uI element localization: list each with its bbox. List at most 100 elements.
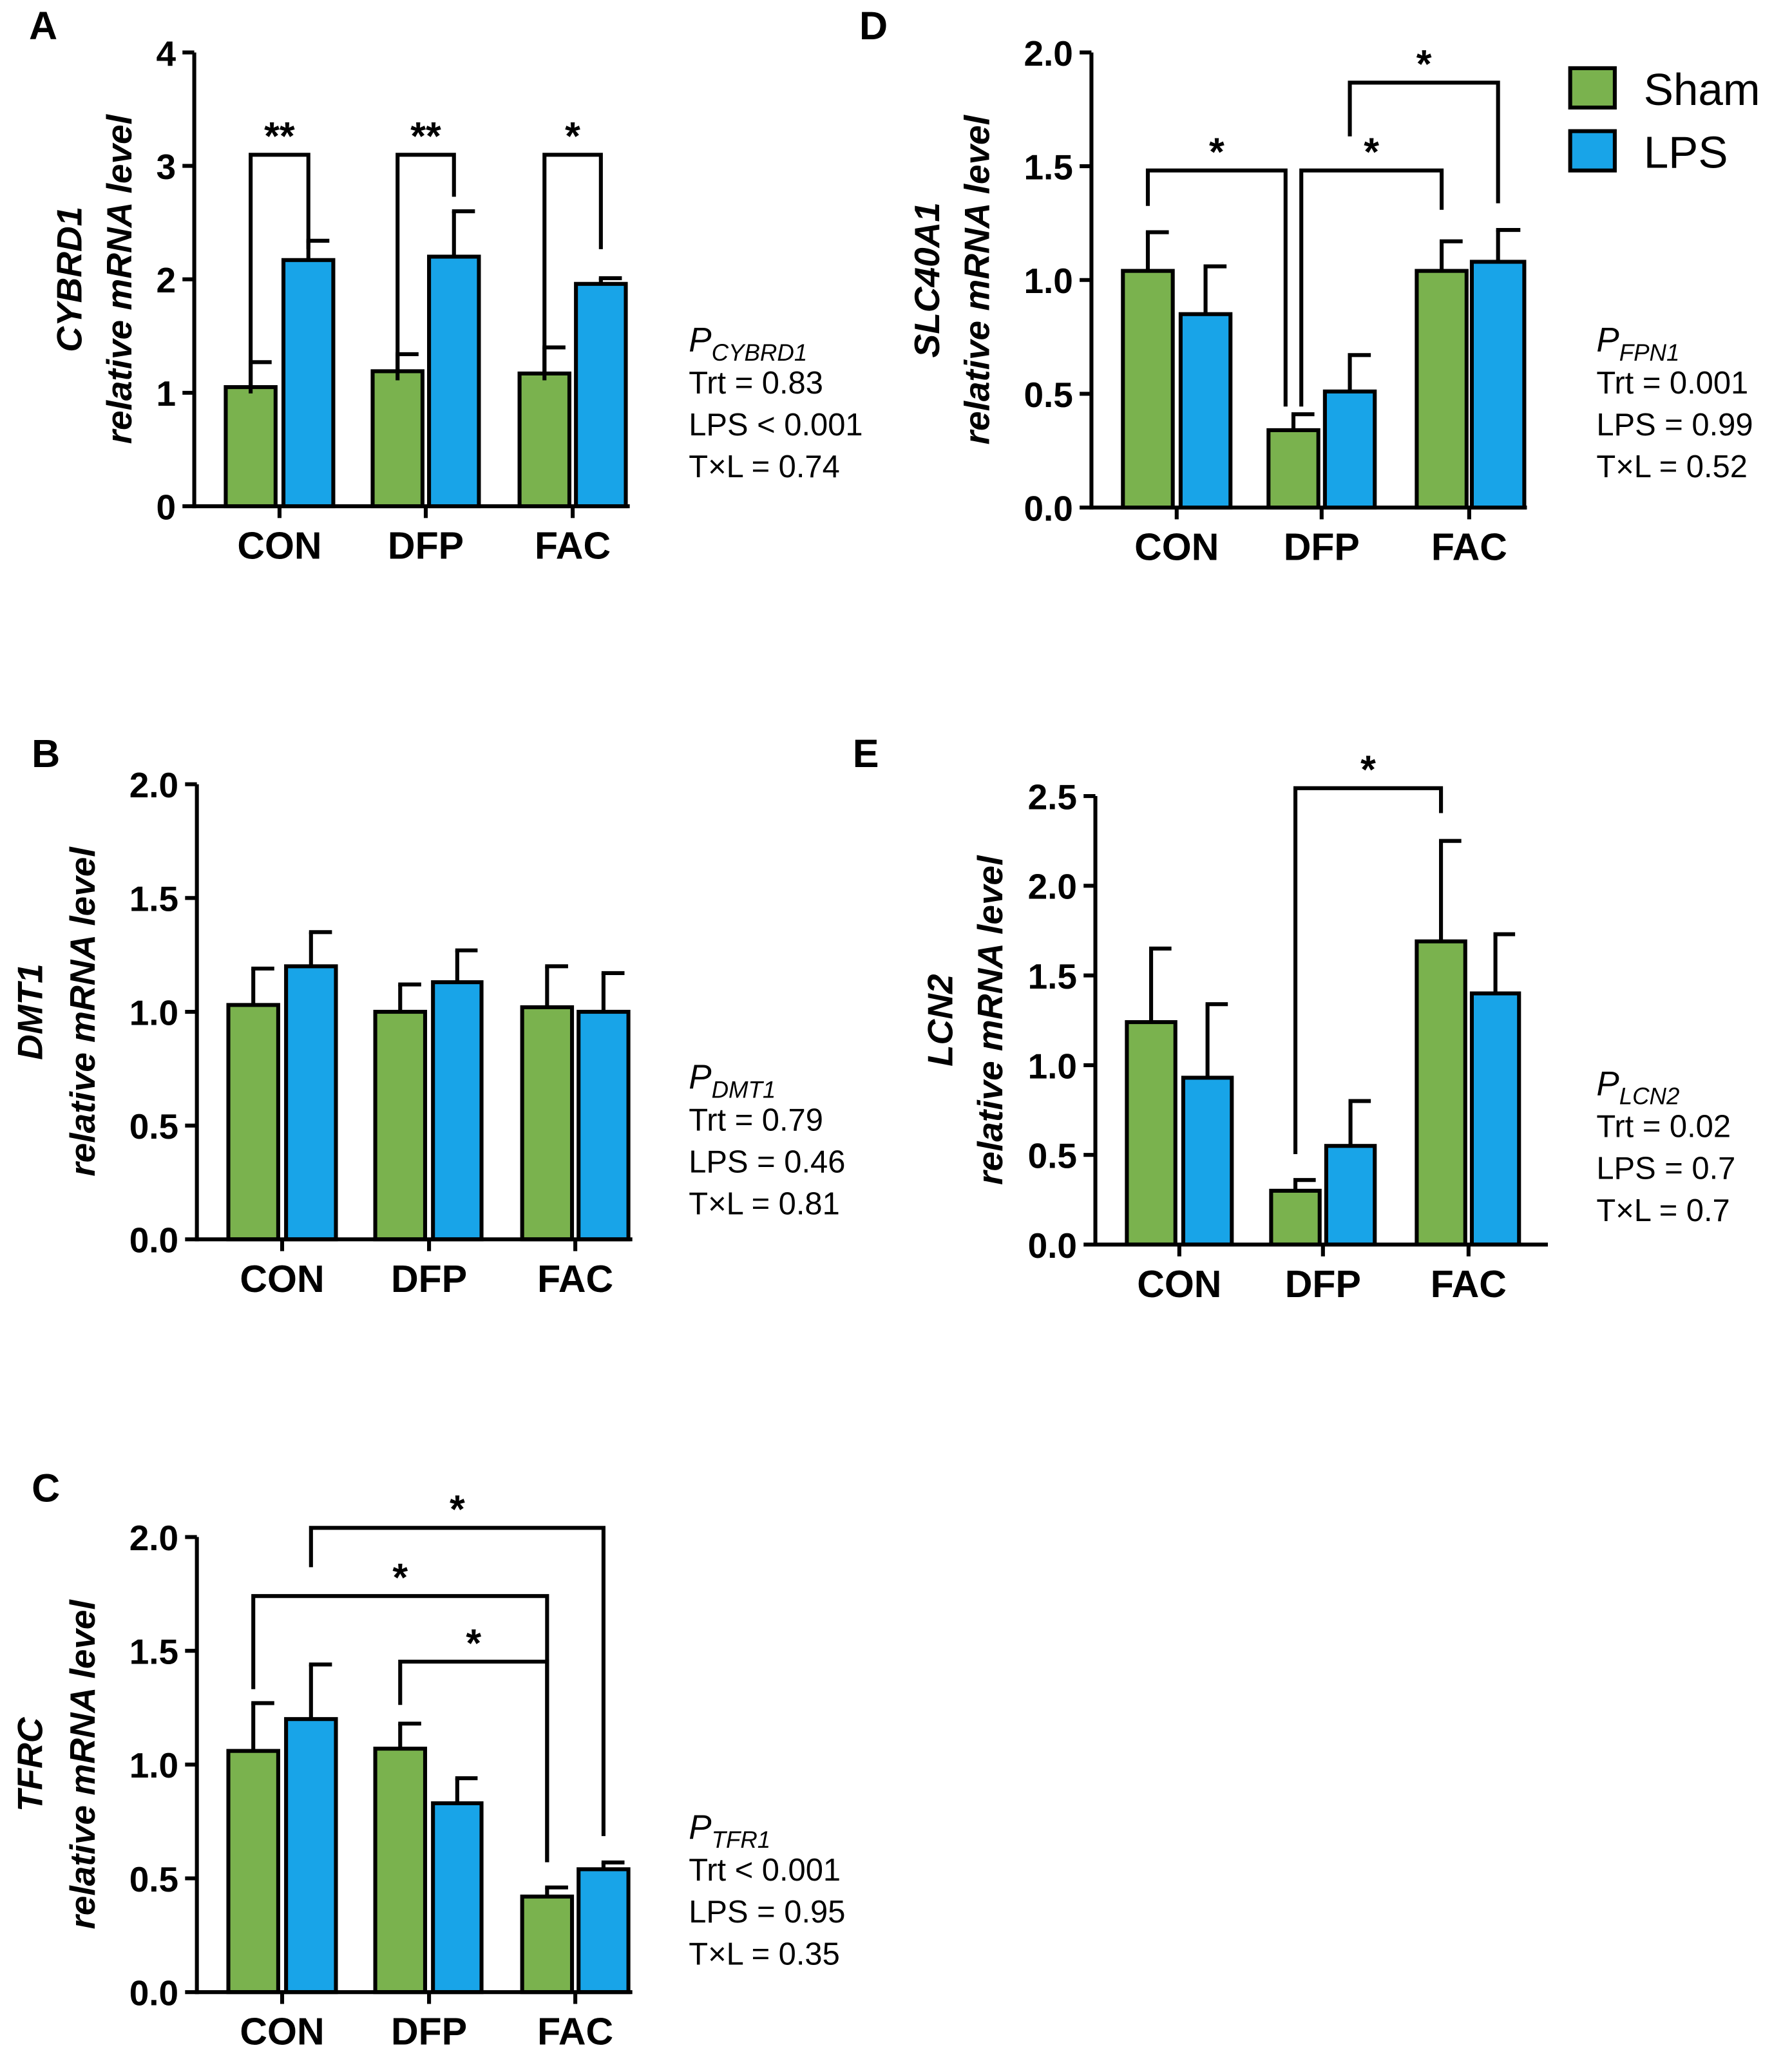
bar-dfp-sham [1269,1188,1322,1247]
significance-label: * [450,1487,465,1531]
x-tick-label: FAC [1431,1263,1507,1305]
bar-con-sham [1121,269,1175,510]
y-tick-label: 0.0 [1028,1226,1077,1266]
p-value-line: T×L = 0.52 [1596,450,1748,484]
panel-e: E LCN2 relative mRNA level 0.0 0.5 1.0 1.5 2.0 2… [853,732,1736,1305]
bar-fac-sham [1415,939,1467,1247]
bar-con-lps [1181,1076,1234,1247]
bar-dfp-lps [431,1801,484,1995]
panel-letter: C [32,1466,60,1510]
y-tick-label: 0.5 [129,1106,178,1146]
p-value-header: PTFR1 [689,1808,770,1853]
legend-swatch-sham [1568,66,1617,110]
x-tick-label: DFP [1285,1263,1361,1305]
legend-swatch-lps [1568,129,1617,173]
y-axis-label: relative mRNA level [99,113,139,444]
significance-label: ** [264,114,295,158]
bar-fac-sham [1415,269,1469,510]
y-tick-label: 1 [156,374,176,413]
bar-dfp-lps [427,254,481,509]
y-tick-label: 0.0 [1024,488,1072,528]
p-value-line: Trt = 0.001 [1596,366,1748,401]
bar-con-lps [281,258,336,509]
significance-label: * [565,114,580,158]
significance-label: * [1360,748,1376,792]
panel-letter: D [859,4,888,48]
panel-letter: B [32,732,60,775]
x-tick-label: CON [240,1258,324,1300]
significance-label: ** [410,114,441,158]
y-axis-gene-label: DMT1 [10,963,50,1060]
significance-bracket [309,1526,605,1836]
significance-label: * [392,1555,408,1599]
bar-dfp-lps [1322,389,1377,510]
x-tick-label: CON [237,524,321,567]
legend-label-lps: LPS [1644,128,1728,178]
y-tick-label: 2.0 [1024,33,1072,73]
x-tick-label: FAC [537,2011,613,2053]
y-axis-gene-label: TFRC [10,1716,50,1812]
y-axis-label: relative mRNA level [62,846,102,1177]
significance-bracket [398,1659,549,1863]
x-tick-label: CON [240,2011,324,2053]
p-value-header: PCYBRD1 [689,321,807,366]
bar-dfp-sham [373,1009,428,1242]
y-tick-label: 2.5 [1028,777,1077,817]
significance-bracket [542,153,603,381]
p-value-line: LPS = 0.46 [689,1144,845,1179]
y-tick-label: 0.0 [129,1973,178,2013]
y-tick-label: 1.0 [129,992,178,1032]
significance-label: * [1209,130,1225,174]
p-value-line: T×L = 0.35 [689,1937,840,1971]
p-value-line: Trt = 0.83 [689,366,823,401]
bar-fac-sham [520,1005,575,1242]
p-value-header: PLCN2 [1596,1065,1679,1109]
panel-letter: E [853,732,879,775]
x-tick-label: FAC [537,1258,613,1300]
legend-label-sham: Sham [1644,64,1760,115]
significance-bracket [1145,168,1288,407]
y-tick-label: 2 [156,260,176,300]
significance-label: * [1416,42,1432,86]
y-axis-label: relative mRNA level [957,114,997,444]
bar-dfp-sham [1266,428,1320,510]
y-tick-label: 4 [156,33,176,73]
y-tick-label: 1.5 [1024,147,1072,187]
x-tick-label: DFP [388,524,464,567]
y-tick-label: 1.0 [1024,261,1072,301]
p-value-header: PFPN1 [1596,321,1679,366]
bar-dfp-sham [370,369,424,509]
bar-fac-lps [577,1867,631,1995]
y-axis-label: relative mRNA level [970,855,1010,1185]
bar-con-sham [226,1749,280,1995]
x-tick-label: DFP [1284,526,1360,569]
p-value-line: Trt = 0.79 [689,1103,823,1137]
x-tick-label: CON [1134,526,1219,569]
bar-con-lps [1178,312,1233,510]
y-tick-label: 2.0 [129,1518,178,1558]
bar-con-sham [224,385,278,509]
bar-dfp-lps [1324,1144,1377,1247]
y-tick-label: 1.5 [1028,956,1077,996]
p-value-line: T×L = 0.7 [1596,1193,1730,1228]
y-tick-label: 1.0 [129,1745,178,1785]
bar-con-sham [1125,1020,1177,1247]
y-axis-gene-label: SLC40A1 [907,202,947,357]
bar-dfp-lps [431,980,484,1242]
significance-bracket [1293,786,1444,1154]
bar-con-lps [284,964,338,1242]
p-value-line: LPS = 0.99 [1596,408,1753,442]
bar-fac-lps [1469,991,1521,1247]
bar-con-sham [226,1003,280,1242]
y-axis-label: relative mRNA level [62,1599,102,1930]
bar-dfp-sham [373,1747,428,1995]
y-tick-label: 0.5 [129,1859,178,1899]
x-tick-label: DFP [391,1258,467,1300]
panel-b: B DMT1 relative mRNA level 0.0 0.5 1.0 1.5 2.0 C… [10,732,845,1300]
significance-label: * [1364,130,1379,174]
y-tick-label: 2.0 [1028,867,1077,907]
x-tick-label: DFP [391,2011,467,2053]
bar-fac-sham [517,371,572,509]
p-value-line: T×L = 0.81 [689,1187,840,1222]
